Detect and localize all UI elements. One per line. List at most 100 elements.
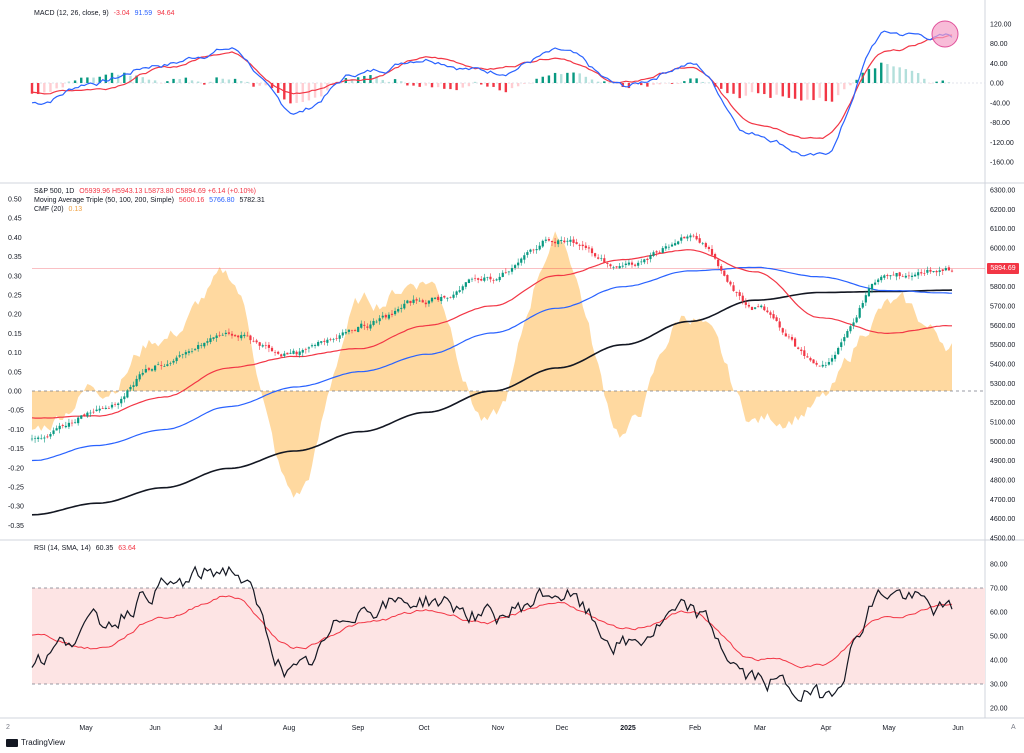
candle-body: [593, 253, 597, 257]
candle-body: [615, 266, 618, 268]
candle-body: [80, 415, 83, 419]
candle-body: [298, 351, 301, 355]
macd-histogram-bar: [566, 72, 569, 83]
macd-histogram-bar: [436, 83, 440, 88]
macd-histogram-bar: [381, 79, 384, 83]
candle-body: [387, 314, 391, 319]
macd-histogram-bar: [541, 76, 544, 83]
price-axis-label: 4900.00: [990, 458, 1015, 465]
candle-body: [950, 270, 954, 272]
macd-histogram-value: -3.04: [113, 10, 130, 17]
macd-histogram-bar: [406, 83, 409, 86]
candle-body: [710, 248, 714, 255]
candle-body: [680, 237, 683, 241]
candle-body: [233, 335, 237, 337]
macd-histogram-bar: [55, 83, 58, 89]
macd-histogram-bar: [670, 83, 674, 84]
rsi-legend: RSI (14, SMA, 14) 60.35 63.64: [34, 544, 136, 553]
time-axis-label: 2025: [620, 725, 636, 732]
candle-body: [129, 386, 132, 390]
candle-body: [264, 345, 267, 346]
candle-body: [889, 275, 892, 277]
candle-body: [55, 428, 58, 431]
candle-body: [698, 238, 701, 243]
candle-body: [695, 235, 698, 240]
cmf-axis-label: 0.45: [8, 216, 22, 223]
candle-body: [621, 265, 624, 267]
cmf-axis-label: 0.00: [8, 389, 22, 396]
candle-body: [430, 297, 434, 302]
macd-axis-label: 40.00: [990, 61, 1008, 68]
candle-body: [166, 364, 169, 366]
candle-body: [366, 326, 369, 328]
macd-histogram-bar: [547, 75, 551, 83]
candle-body: [455, 291, 458, 295]
candle-body: [209, 338, 212, 343]
candle-body: [150, 369, 154, 371]
candle-body: [775, 317, 778, 321]
candle-body: [627, 262, 631, 265]
candle-body: [190, 351, 194, 352]
candle-body: [369, 324, 372, 329]
cmf-axis-label: 0.25: [8, 293, 22, 300]
macd-histogram-bar: [578, 73, 581, 83]
candle-body: [67, 422, 71, 427]
candle-body: [172, 360, 175, 363]
candle-body: [132, 385, 135, 387]
macd-histogram-bar: [61, 83, 64, 88]
candle-body: [581, 244, 584, 247]
candle-body: [353, 330, 357, 332]
macd-histogram-bar: [258, 83, 261, 86]
candle-body: [467, 279, 471, 284]
candle-body: [77, 417, 80, 424]
candle-body: [64, 425, 67, 428]
candle-body: [784, 333, 787, 337]
candle-body: [338, 335, 341, 339]
macd-histogram-bar: [756, 83, 760, 94]
macd-histogram-bar: [455, 83, 458, 91]
candle-body: [98, 408, 101, 411]
macd-histogram-bar: [873, 68, 877, 83]
cmf-axis-label: 0.40: [8, 235, 22, 242]
macd-histogram-bar: [676, 83, 680, 84]
corner-left[interactable]: 2: [6, 724, 10, 731]
symbol-title: S&P 500, 1D: [34, 188, 75, 195]
candle-body: [492, 279, 495, 281]
candle-body: [224, 332, 227, 335]
macd-title: MACD (12, 26, close, 9): [34, 10, 109, 17]
price-axis-label: 4600.00: [990, 516, 1015, 523]
macd-histogram-bar: [818, 83, 821, 98]
candle-body: [877, 279, 880, 283]
candle-body: [292, 350, 295, 354]
candle-body: [717, 259, 720, 267]
candle-body: [49, 434, 52, 437]
candle-body: [200, 345, 203, 346]
candle-body: [406, 300, 409, 304]
candle-body: [572, 239, 575, 243]
macd-histogram-bar: [572, 72, 575, 83]
candle-body: [403, 303, 406, 309]
macd-histogram-bar: [320, 83, 323, 97]
candle-body: [304, 349, 307, 350]
auto-scale-button[interactable]: A: [1011, 724, 1016, 731]
tradingview-logo[interactable]: TradingView: [6, 738, 65, 747]
time-axis-label: Feb: [689, 725, 701, 732]
candle-body: [867, 288, 871, 297]
candle-body: [855, 317, 858, 323]
candle-body: [544, 239, 547, 241]
macd-axis-label: -40.00: [990, 100, 1010, 107]
candle-body: [744, 302, 747, 305]
macd-histogram-bar: [923, 78, 926, 83]
candle-body: [920, 272, 923, 274]
candle-body: [452, 294, 455, 298]
macd-histogram-bar: [387, 81, 391, 83]
candle-body: [538, 245, 541, 250]
candle-body: [347, 329, 351, 332]
candle-body: [175, 357, 178, 362]
candle-body: [766, 310, 769, 313]
candle-body: [424, 302, 427, 305]
candle-body: [37, 437, 40, 439]
candle-body: [384, 315, 387, 318]
candle-body: [427, 300, 431, 304]
